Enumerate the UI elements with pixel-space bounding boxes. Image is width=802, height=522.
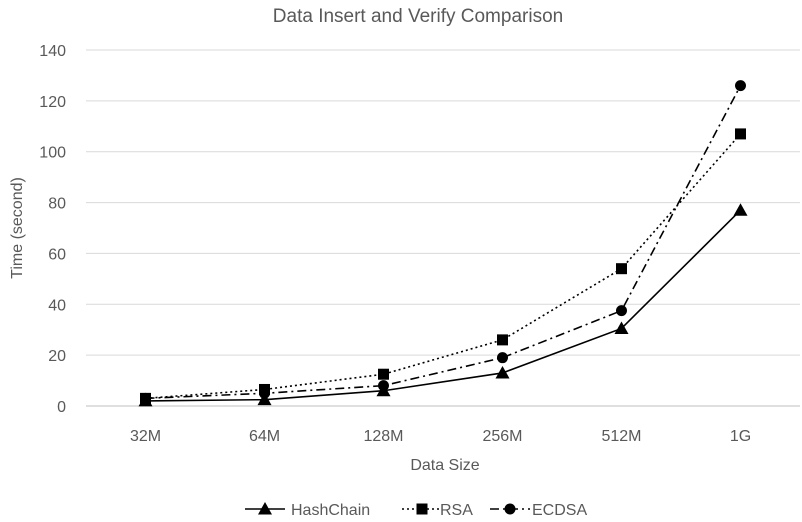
y-axis-label: Time (second) bbox=[9, 177, 26, 279]
legend: HashChain RSA ECDSA bbox=[245, 502, 587, 519]
x-tick-label: 32M bbox=[130, 428, 161, 445]
legend-item: ECDSA bbox=[490, 502, 587, 519]
series-lines bbox=[138, 80, 748, 407]
x-axis-label: Data Size bbox=[410, 457, 479, 474]
chart-title: Data Insert and Verify Comparison bbox=[273, 6, 563, 27]
data-point bbox=[616, 305, 627, 317]
y-axis-ticks: 0 20 40 60 80 100 120 140 bbox=[39, 43, 66, 416]
x-tick-label: 64M bbox=[249, 428, 280, 445]
data-point bbox=[378, 380, 389, 392]
y-tick-label: 80 bbox=[48, 196, 66, 213]
x-tick-label: 1G bbox=[730, 428, 751, 445]
y-tick-label: 60 bbox=[48, 246, 66, 263]
legend-item: HashChain bbox=[245, 502, 370, 519]
y-tick-label: 140 bbox=[39, 43, 66, 60]
data-point bbox=[614, 321, 629, 334]
x-tick-label: 128M bbox=[363, 428, 403, 445]
data-point bbox=[378, 368, 389, 380]
x-tick-label: 256M bbox=[482, 428, 522, 445]
data-point bbox=[497, 334, 508, 346]
y-tick-label: 120 bbox=[39, 94, 66, 111]
y-tick-label: 0 bbox=[57, 399, 66, 416]
series-rsa bbox=[140, 128, 746, 404]
legend-label: ECDSA bbox=[532, 502, 587, 519]
x-axis-ticks: 32M 64M 128M 256M 512M 1G bbox=[130, 428, 751, 445]
data-point bbox=[616, 263, 627, 275]
x-tick-label: 512M bbox=[601, 428, 641, 445]
y-tick-label: 100 bbox=[39, 145, 66, 162]
data-point bbox=[495, 365, 510, 379]
data-point bbox=[735, 80, 746, 92]
legend-marker bbox=[258, 502, 272, 515]
legend-label: HashChain bbox=[291, 502, 370, 519]
series-ecdsa bbox=[140, 80, 746, 404]
legend-marker bbox=[504, 503, 516, 515]
series-line bbox=[145, 133, 742, 400]
data-point bbox=[735, 128, 746, 140]
data-point bbox=[733, 203, 748, 216]
data-point bbox=[257, 392, 272, 406]
data-point bbox=[259, 387, 270, 399]
grid-lines bbox=[86, 49, 800, 407]
series-line bbox=[145, 209, 742, 402]
data-point bbox=[140, 392, 151, 404]
legend-item: RSA bbox=[402, 502, 473, 519]
y-tick-label: 20 bbox=[48, 348, 66, 365]
y-tick-label: 40 bbox=[48, 297, 66, 314]
series-hashchain bbox=[138, 203, 748, 407]
series-line bbox=[145, 85, 742, 400]
data-point bbox=[497, 352, 508, 364]
legend-marker bbox=[416, 503, 428, 515]
legend-label: RSA bbox=[440, 502, 473, 519]
